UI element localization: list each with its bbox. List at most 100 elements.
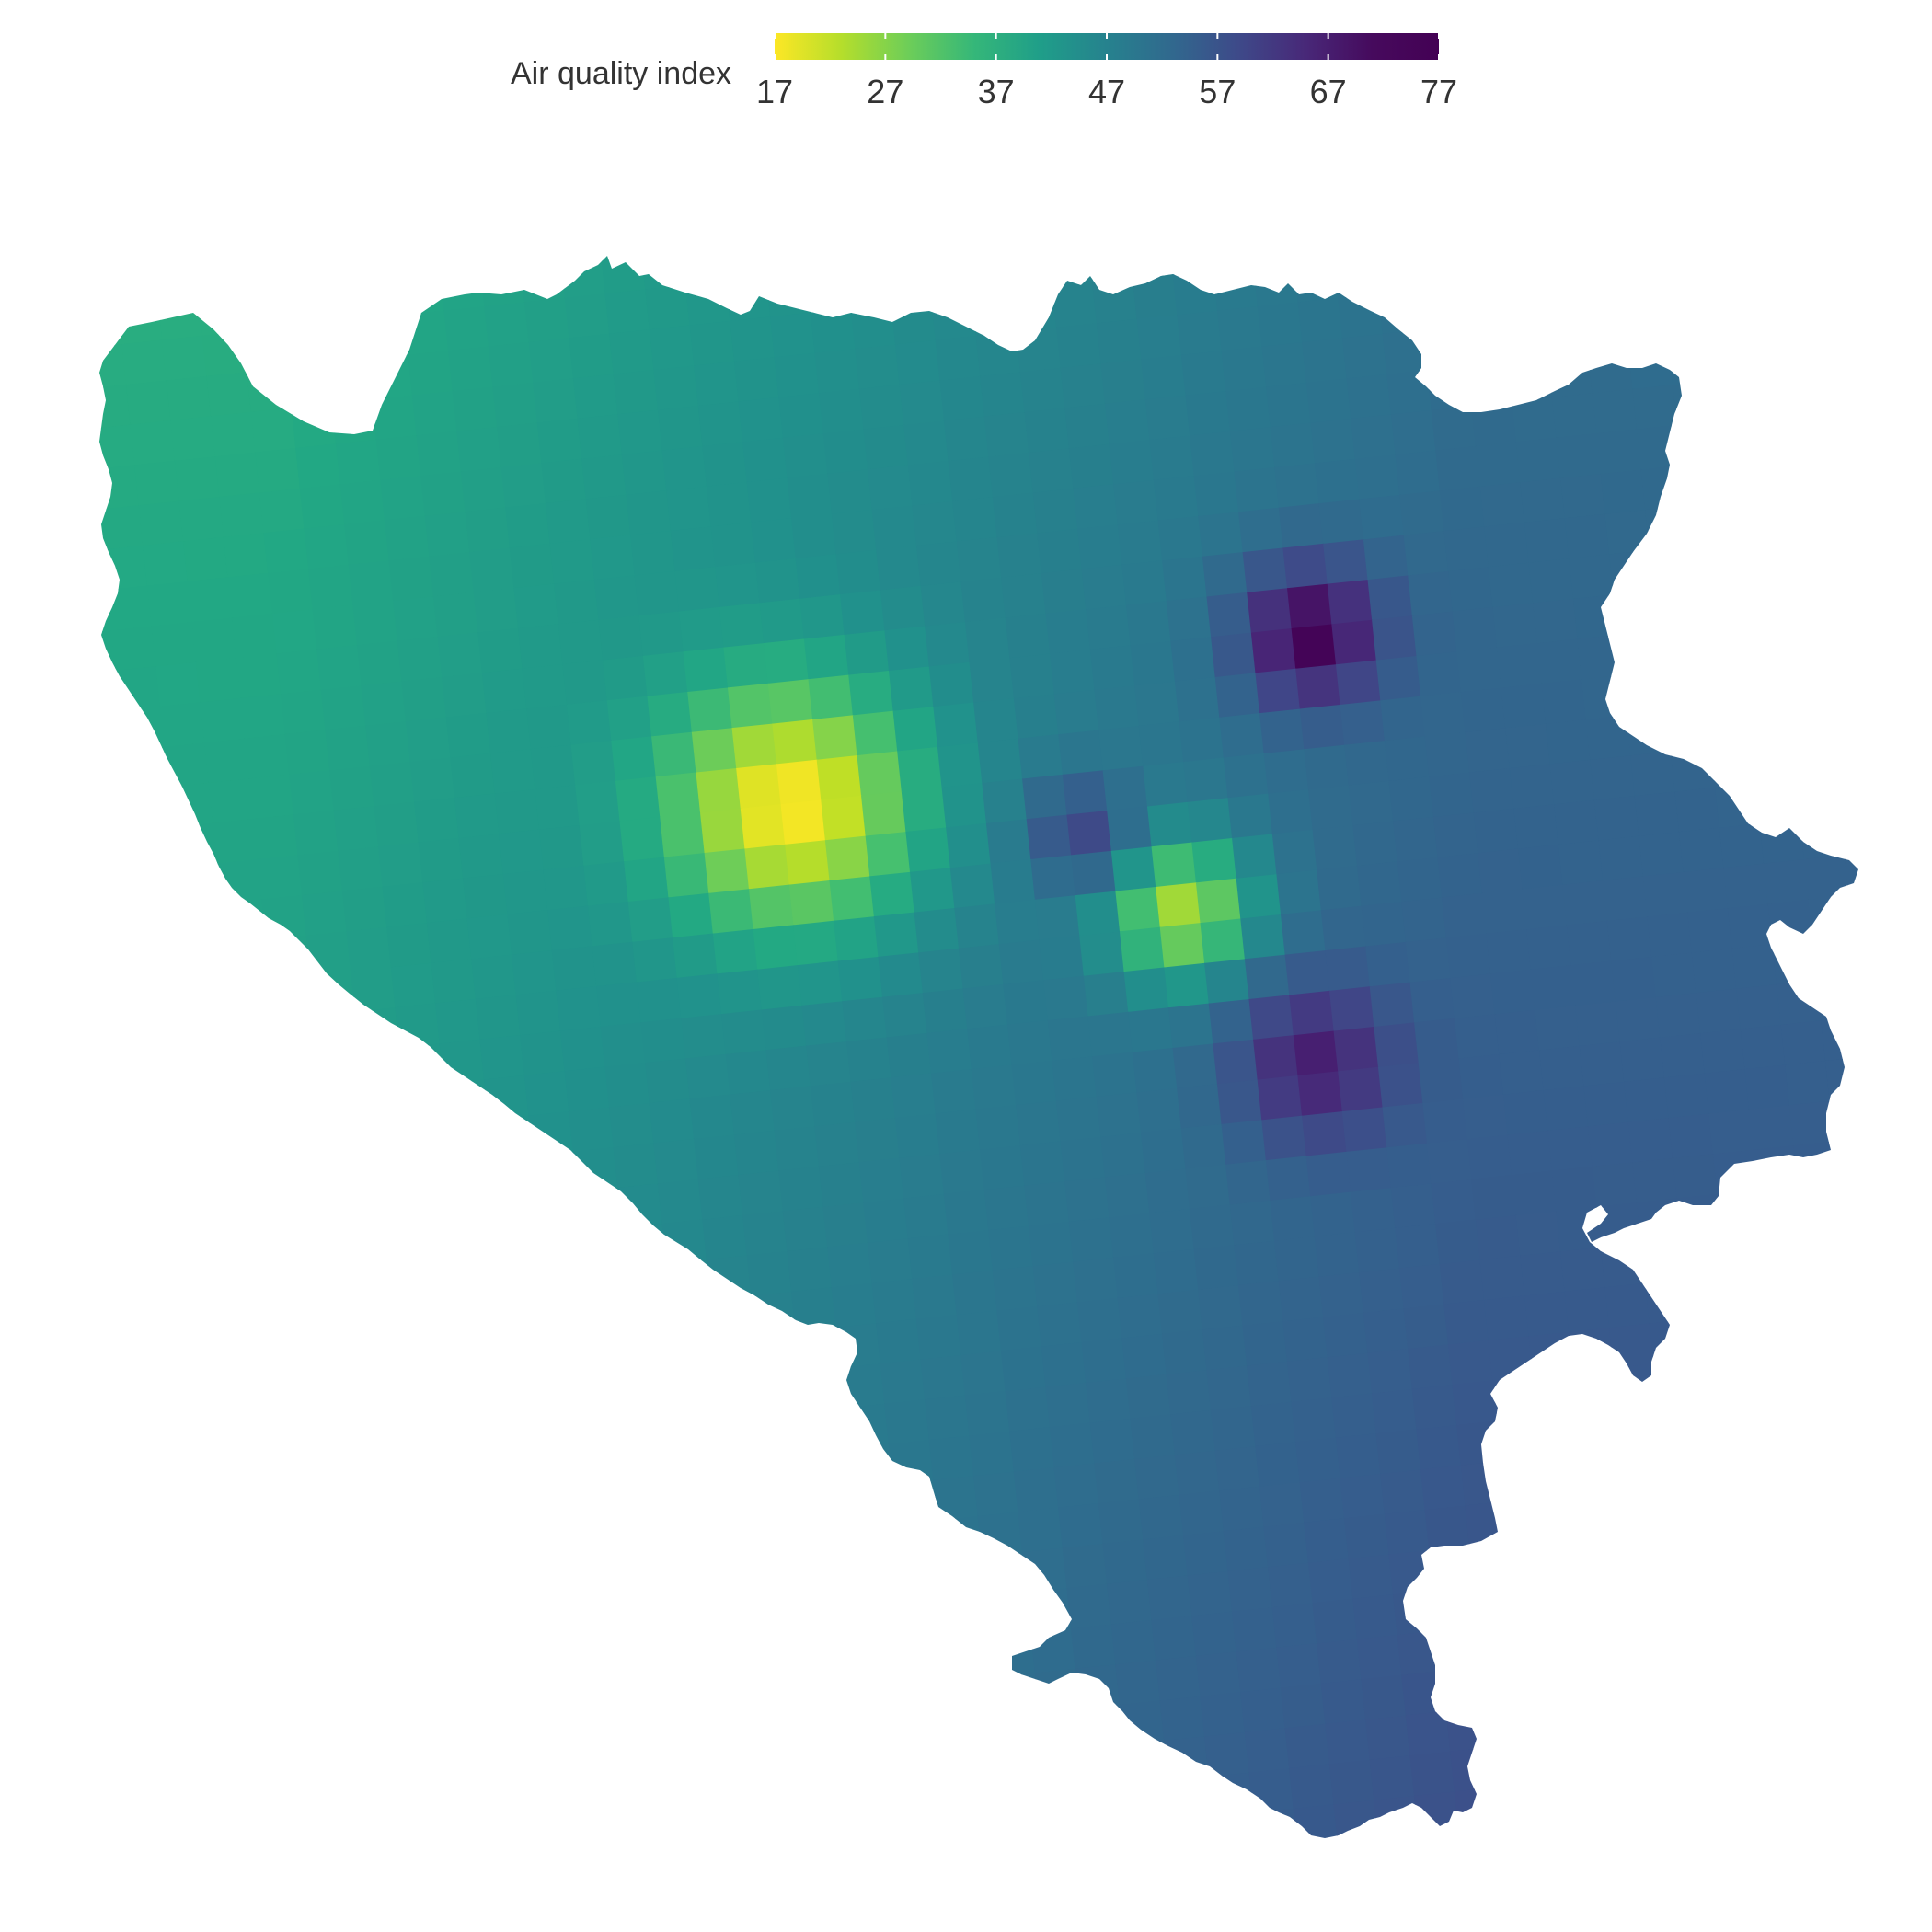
raster-cell	[84, 1524, 129, 1570]
color-legend: Air quality index 17 27 37 47 57 67 77	[511, 33, 1457, 110]
raster-cell	[450, 753, 495, 799]
raster-cell	[1107, 806, 1152, 851]
raster-cell	[1751, 739, 1796, 784]
raster-cell	[456, 1201, 501, 1246]
raster-cell	[1446, 1707, 1491, 1752]
raster-cell	[416, 1204, 461, 1249]
raster-cell	[204, 739, 249, 784]
raster-cell	[494, 1562, 539, 1607]
raster-cell	[264, 529, 309, 574]
raster-cell	[505, 1277, 550, 1322]
raster-cell	[1550, 760, 1595, 805]
raster-cell	[1598, 836, 1643, 881]
raster-cell	[1380, 696, 1425, 742]
raster-cell	[240, 694, 285, 739]
raster-cell	[84, 751, 129, 796]
raster-cell	[1248, 995, 1294, 1040]
raster-cell	[755, 558, 800, 604]
raster-cell	[1728, 1677, 1773, 1722]
raster-cell	[821, 1569, 866, 1614]
raster-cell	[1075, 891, 1121, 936]
raster-cell	[607, 696, 652, 742]
raster-cell	[592, 1715, 637, 1760]
raster-cell	[1577, 1409, 1622, 1454]
raster-cell	[1255, 669, 1300, 714]
raster-cell	[480, 261, 525, 306]
raster-cell	[63, 1323, 108, 1368]
raster-cell	[1524, 1292, 1570, 1337]
raster-cell	[1328, 1353, 1373, 1398]
raster-cell	[1484, 1295, 1529, 1340]
raster-cell	[772, 1492, 817, 1537]
raster-cell	[1647, 913, 1692, 958]
raster-cell	[954, 1677, 999, 1722]
raster-cell	[1489, 1336, 1534, 1381]
raster-cell	[1409, 978, 1455, 1023]
raster-cell	[1855, 1339, 1900, 1384]
raster-cell	[115, 666, 160, 711]
raster-cell	[388, 1329, 433, 1374]
raster-cell	[762, 1006, 807, 1051]
raster-cell	[111, 1399, 156, 1444]
raster-cell	[1452, 1381, 1497, 1426]
raster-cell	[302, 891, 347, 936]
raster-cell	[1588, 1122, 1633, 1167]
raster-cell	[1541, 1453, 1586, 1498]
raster-cell	[232, 1386, 277, 1432]
raster-cell	[378, 842, 423, 887]
raster-cell	[1687, 1682, 1732, 1727]
raster-cell	[100, 912, 145, 957]
raster-cell	[768, 1453, 813, 1498]
raster-cell	[533, 1152, 578, 1197]
raster-cell	[760, 599, 805, 644]
raster-cell	[1723, 864, 1768, 909]
raster-cell	[857, 751, 902, 796]
raster-cell	[213, 1593, 258, 1638]
raster-cell	[895, 340, 940, 385]
raster-cell	[1098, 1499, 1144, 1544]
raster-cell	[721, 1783, 766, 1828]
raster-cell	[1624, 1077, 1669, 1122]
raster-cell	[1064, 404, 1110, 449]
raster-cell	[1061, 363, 1106, 408]
raster-cell	[276, 650, 321, 695]
raster-cell	[1598, 1609, 1643, 1654]
raster-cell	[100, 1685, 145, 1731]
raster-cell	[128, 1560, 173, 1605]
raster-cell	[315, 238, 360, 283]
raster-cell	[1717, 1190, 1762, 1235]
raster-cell	[1429, 1546, 1474, 1591]
raster-cell	[889, 666, 934, 711]
raster-cell	[518, 624, 563, 669]
raster-cell	[723, 643, 768, 688]
raster-cell	[952, 1271, 997, 1316]
raster-cell	[793, 1694, 838, 1739]
raster-cell	[1505, 1497, 1550, 1542]
raster-cell	[1787, 694, 1832, 739]
raster-cell	[1414, 245, 1459, 290]
raster-cell	[1742, 1432, 1788, 1477]
raster-cell	[87, 1565, 132, 1610]
raster-cell	[1656, 220, 1701, 265]
raster-cell	[1043, 976, 1088, 1021]
raster-cell	[1604, 1283, 1650, 1328]
raster-cell	[1264, 749, 1309, 794]
raster-cell	[694, 362, 739, 407]
raster-cell	[1268, 789, 1313, 834]
raster-cell	[1812, 936, 1857, 981]
raster-cell	[726, 1050, 771, 1095]
raster-cell	[601, 249, 646, 294]
raster-cell	[1247, 1362, 1292, 1407]
raster-cell	[289, 1544, 334, 1589]
raster-cell	[1526, 925, 1571, 970]
raster-cell	[550, 539, 595, 584]
raster-cell	[1372, 1389, 1417, 1434]
raster-cell	[1416, 651, 1461, 696]
raster-cell	[957, 1310, 1002, 1355]
raster-cell	[515, 1764, 560, 1809]
raster-cell	[1679, 1601, 1724, 1646]
raster-cell	[198, 1064, 243, 1110]
raster-cell	[1696, 215, 1742, 260]
raster-cell	[121, 340, 167, 385]
raster-cell	[69, 224, 114, 269]
